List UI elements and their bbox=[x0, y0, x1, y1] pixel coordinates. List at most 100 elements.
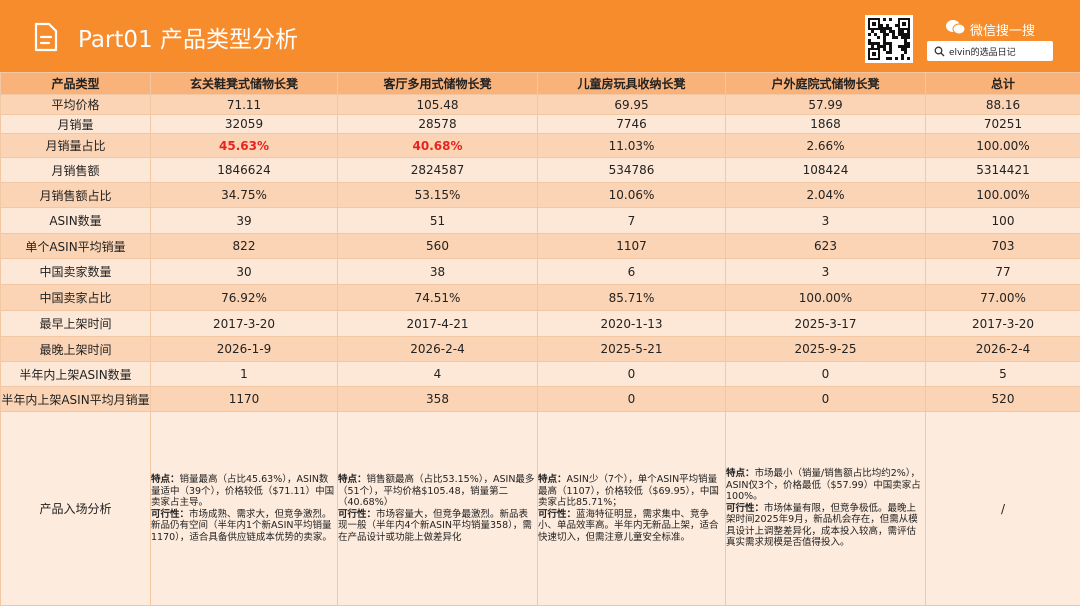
cell: 105.48 bbox=[337, 94, 538, 115]
cell: 822 bbox=[150, 233, 338, 259]
cell: 2026-2-4 bbox=[337, 336, 538, 362]
analysis-cell: 特点：销量最高（占比45.63%），ASIN数量适中（39个），价格较低（$71… bbox=[150, 411, 338, 606]
table-row: 半年内上架ASIN数量 1 4 0 0 5 bbox=[0, 361, 1080, 387]
row-label: 月销售额 bbox=[0, 157, 151, 183]
cell: 70251 bbox=[925, 114, 1080, 134]
cell: 2025-5-21 bbox=[537, 336, 726, 362]
cell: 85.71% bbox=[537, 284, 726, 311]
cell: 51 bbox=[337, 207, 538, 234]
cell: 560 bbox=[337, 233, 538, 259]
cell: 0 bbox=[725, 361, 926, 387]
cell: 34.75% bbox=[150, 182, 338, 208]
doc-icon bbox=[34, 22, 58, 52]
features-label: 特点： bbox=[538, 474, 567, 485]
cell: 57.99 bbox=[725, 94, 926, 115]
table-row: 月销量占比 45.63% 40.68% 11.03% 2.66% 100.00% bbox=[0, 133, 1080, 158]
cell: 5314421 bbox=[925, 157, 1080, 183]
qr-code bbox=[865, 15, 913, 63]
features-label: 特点： bbox=[151, 474, 180, 485]
cell: 100 bbox=[925, 207, 1080, 234]
cell: 2026-1-9 bbox=[150, 336, 338, 362]
cell: 0 bbox=[725, 386, 926, 412]
search-box[interactable]: elvin的选品日记 bbox=[927, 41, 1053, 61]
cell: 1170 bbox=[150, 386, 338, 412]
cell: 7 bbox=[537, 207, 726, 234]
cell: 108424 bbox=[725, 157, 926, 183]
table-row: 最早上架时间 2017-3-20 2017-4-21 2020-1-13 2025-3-… bbox=[0, 310, 1080, 337]
cell: 39 bbox=[150, 207, 338, 234]
features: 销售额最高（占比53.15%），ASIN最多（51个），平均价格$105.48，… bbox=[338, 474, 535, 508]
cell: 88.16 bbox=[925, 94, 1080, 115]
feasibility-label: 可行性： bbox=[338, 508, 377, 520]
feasibility: 市场成熟、需求大，但竞争激烈。新品仍有空间（半年内1个新ASIN平均销量1170… bbox=[151, 508, 332, 543]
cell: 2017-3-20 bbox=[150, 310, 338, 337]
cell: 28578 bbox=[337, 114, 538, 134]
cell: 100.00% bbox=[725, 284, 926, 311]
cell: 703 bbox=[925, 233, 1080, 259]
cell: 2025-9-25 bbox=[725, 336, 926, 362]
feasibility-label: 可行性： bbox=[151, 508, 190, 520]
column-header: 产品类型 bbox=[0, 72, 151, 95]
analysis-cell: / bbox=[925, 411, 1080, 606]
cell: 1868 bbox=[725, 114, 926, 134]
table-row: ASIN数量 39 51 7 3 100 bbox=[0, 207, 1080, 234]
cell: 2.66% bbox=[725, 133, 926, 158]
table-row: 中国卖家占比 76.92% 74.51% 85.71% 100.00% 77.00% bbox=[0, 284, 1080, 311]
cell: 2020-1-13 bbox=[537, 310, 726, 337]
analysis-cell: 特点：ASIN少（7个），单个ASIN平均销量最高（1107），价格较低（$69… bbox=[537, 411, 726, 606]
wechat-icon bbox=[946, 20, 966, 35]
table-row: 单个ASIN平均销量 822 560 1107 623 703 bbox=[0, 233, 1080, 259]
column-header: 玄关鞋凳式储物长凳 bbox=[150, 72, 338, 95]
row-label: 月销售额占比 bbox=[0, 182, 151, 208]
table-row: 月销售额占比 34.75% 53.15% 10.06% 2.04% 100.00% bbox=[0, 182, 1080, 208]
row-label: 最早上架时间 bbox=[0, 310, 151, 337]
cell: 38 bbox=[337, 258, 538, 285]
cell: 30 bbox=[150, 258, 338, 285]
cell: 6 bbox=[537, 258, 726, 285]
cell: 2025-3-17 bbox=[725, 310, 926, 337]
features: ASIN少（7个），单个ASIN平均销量最高（1107），价格较低（$69.95… bbox=[538, 474, 719, 508]
header-bar: Part01 产品类型分析 微信搜一搜 elvin的选品日记 bbox=[0, 0, 1080, 72]
row-label: 半年内上架ASIN平均月销量 bbox=[0, 386, 151, 412]
cell: 40.68% bbox=[337, 133, 538, 158]
cell: 1107 bbox=[537, 233, 726, 259]
cell: 623 bbox=[725, 233, 926, 259]
cell: 3 bbox=[725, 258, 926, 285]
cell: 1 bbox=[150, 361, 338, 387]
feasibility-label: 可行性： bbox=[538, 508, 577, 520]
cell: 69.95 bbox=[537, 94, 726, 115]
cell: 32059 bbox=[150, 114, 338, 134]
features-label: 特点： bbox=[726, 468, 755, 480]
title: Part01 产品类型分析 bbox=[78, 27, 298, 53]
row-label: 月销量 bbox=[0, 114, 151, 134]
column-header: 户外庭院式储物长凳 bbox=[725, 72, 926, 95]
features: 市场最小（销量/销售额占比均约2%），ASIN仅3个，价格最低（$57.99）中… bbox=[726, 468, 921, 503]
cell: 2026-2-4 bbox=[925, 336, 1080, 362]
row-label: 平均价格 bbox=[0, 94, 151, 115]
row-label: 产品入场分析 bbox=[0, 411, 151, 606]
analysis-cell: 特点：销售额最高（占比53.15%），ASIN最多（51个），平均价格$105.… bbox=[337, 411, 538, 606]
cell: 4 bbox=[337, 361, 538, 387]
features: 销量最高（占比45.63%），ASIN数量适中（39个），价格较低（$71.11… bbox=[151, 474, 335, 508]
cell: 45.63% bbox=[150, 133, 338, 158]
cell: 3 bbox=[725, 207, 926, 234]
cell: 5 bbox=[925, 361, 1080, 387]
table-row: 最晚上架时间 2026-1-9 2026-2-4 2025-5-21 2025-9-25… bbox=[0, 336, 1080, 362]
cell: 100.00% bbox=[925, 133, 1080, 158]
data-table: 产品类型 玄关鞋凳式储物长凳 客厅多用式储物长凳 儿童房玩具收纳长凳 户外庭院式储物长凳… bbox=[0, 72, 1080, 606]
cell: 10.06% bbox=[537, 182, 726, 208]
cell: 71.11 bbox=[150, 94, 338, 115]
cell: 2017-4-21 bbox=[337, 310, 538, 337]
row-label: 中国卖家占比 bbox=[0, 284, 151, 311]
column-header: 儿童房玩具收纳长凳 bbox=[537, 72, 726, 95]
cell: 7746 bbox=[537, 114, 726, 134]
feasibility-label: 可行性： bbox=[726, 502, 765, 514]
analysis-row: 产品入场分析 特点：销量最高（占比45.63%），ASIN数量适中（39个），价格… bbox=[0, 411, 1080, 606]
cell: 534786 bbox=[537, 157, 726, 183]
cell: 77.00% bbox=[925, 284, 1080, 311]
cell: 74.51% bbox=[337, 284, 538, 311]
row-label: 半年内上架ASIN数量 bbox=[0, 361, 151, 387]
cell: 100.00% bbox=[925, 182, 1080, 208]
feasibility: 市场容量大，但竞争最激烈。新品表现一般（半年内4个新ASIN平均销量358），需… bbox=[338, 508, 532, 543]
table-row: 半年内上架ASIN平均月销量 1170 358 0 0 520 bbox=[0, 386, 1080, 412]
